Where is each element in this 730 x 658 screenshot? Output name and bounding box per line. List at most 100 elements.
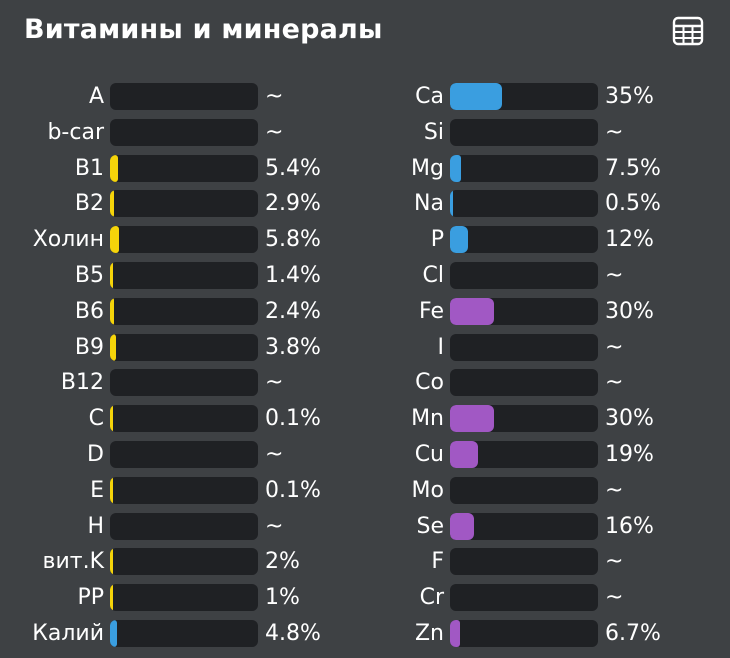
nutrient-value: ~	[265, 513, 284, 539]
nutrient-label: Co	[415, 370, 444, 396]
progress-track	[110, 333, 258, 361]
progress-track	[450, 512, 598, 540]
nutrient-label: P	[430, 227, 444, 253]
nutrient-value: ~	[265, 84, 284, 109]
nutrient-value: 5.8%	[265, 227, 321, 253]
progress-fill	[450, 154, 462, 182]
nutrient-value: 16%	[605, 513, 654, 539]
nutrient-label: b-car	[47, 119, 104, 145]
progress-track	[110, 512, 258, 540]
nutrient-label: Cu	[414, 441, 444, 467]
nutrient-value: 19%	[605, 441, 654, 467]
progress-track	[450, 548, 598, 576]
nutrient-label: Ca	[415, 84, 444, 109]
progress-track	[110, 405, 258, 433]
progress-track	[110, 369, 258, 397]
progress-track	[450, 584, 598, 612]
nutrient-value: ~	[605, 370, 624, 396]
progress-fill	[450, 440, 479, 468]
progress-fill	[110, 619, 118, 647]
progress-fill	[110, 548, 113, 576]
progress-track	[110, 190, 258, 218]
nutrient-label: B12	[60, 370, 104, 396]
nutrient-label: C	[88, 406, 104, 432]
progress-fill	[110, 405, 113, 433]
progress-fill	[110, 261, 113, 289]
progress-track	[110, 440, 258, 468]
nutrient-label: Холин	[32, 227, 104, 253]
progress-fill	[110, 476, 113, 504]
nutrient-value: 30%	[605, 406, 654, 432]
progress-track	[450, 476, 598, 504]
nutrient-label: Калий	[32, 620, 104, 646]
progress-track	[450, 154, 598, 182]
progress-track	[450, 297, 598, 325]
nutrient-label: B6	[74, 298, 104, 324]
progress-track	[110, 476, 258, 504]
nutrient-label: Zn	[414, 620, 444, 646]
progress-track	[450, 190, 598, 218]
nutrient-label: B2	[74, 191, 104, 217]
progress-track	[450, 333, 598, 361]
progress-fill	[450, 190, 453, 218]
progress-track	[450, 261, 598, 289]
nutrient-value: 2%	[265, 549, 300, 575]
nutrient-label: Se	[416, 513, 445, 539]
nutrient-label: Cr	[419, 585, 444, 611]
progress-fill	[450, 83, 502, 110]
progress-track	[110, 619, 258, 647]
nutrient-value: 0.1%	[265, 477, 321, 503]
nutrient-label: Fe	[419, 298, 444, 324]
nutrient-value: 0.1%	[265, 406, 321, 432]
nutrient-value: 4.8%	[265, 620, 321, 646]
nutrient-label: B1	[74, 155, 104, 181]
nutrient-label: Mn	[411, 406, 444, 432]
nutrient-value: 12%	[605, 227, 654, 253]
progress-fill	[110, 154, 118, 182]
nutrient-value: ~	[605, 334, 624, 360]
nutrient-label: Mg	[411, 155, 444, 181]
table-view-button[interactable]	[670, 14, 706, 48]
nutrient-label: I	[437, 334, 445, 360]
nutrient-value: 2.4%	[265, 298, 321, 324]
nutrient-value: ~	[265, 441, 284, 467]
nutrient-value: 3.8%	[265, 334, 321, 360]
nutrient-value: ~	[605, 549, 624, 575]
nutrient-value: 1%	[265, 585, 300, 611]
nutrient-value: ~	[605, 262, 624, 288]
nutrient-value: ~	[605, 119, 624, 145]
nutrient-label: D	[87, 441, 104, 467]
progress-track	[110, 297, 258, 325]
nutrient-value: 1.4%	[265, 262, 321, 288]
progress-track	[450, 405, 598, 433]
progress-fill	[110, 333, 116, 361]
nutrient-label: Si	[423, 119, 444, 145]
panel-header: Витамины и минералы	[24, 12, 706, 52]
nutrient-label: PP	[77, 585, 104, 611]
nutrient-label: B5	[74, 262, 104, 288]
progress-track	[450, 118, 598, 146]
progress-fill	[450, 226, 468, 254]
progress-track	[450, 619, 598, 647]
progress-fill	[110, 190, 115, 218]
nutrient-label: Na	[414, 191, 444, 217]
progress-track	[110, 584, 258, 612]
panel-title: Витамины и минералы	[24, 14, 383, 45]
nutrient-value: 2.9%	[265, 191, 321, 217]
nutrient-label: Mo	[411, 477, 444, 503]
progress-track	[450, 226, 598, 254]
nutrient-label: B9	[74, 334, 104, 360]
progress-fill	[110, 226, 119, 254]
progress-fill	[450, 297, 495, 325]
nutrient-value: 30%	[605, 298, 654, 324]
progress-fill	[110, 297, 114, 325]
progress-fill	[450, 619, 460, 647]
progress-track	[110, 226, 258, 254]
progress-track	[110, 118, 258, 146]
nutrient-value: 35%	[605, 84, 654, 109]
nutrient-value: ~	[265, 370, 284, 396]
nutrient-label: вит.K	[42, 549, 105, 575]
progress-track	[450, 83, 598, 110]
nutrient-value: ~	[265, 119, 284, 145]
progress-track	[110, 83, 258, 110]
